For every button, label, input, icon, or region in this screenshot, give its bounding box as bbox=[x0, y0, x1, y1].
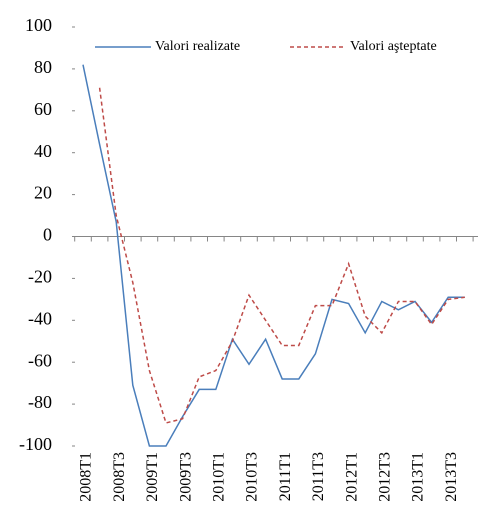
legend-label: Valori realizate bbox=[155, 39, 240, 54]
x-tick-label: 2008T3 bbox=[111, 452, 128, 502]
x-tick-label: 2009T1 bbox=[144, 452, 161, 502]
series-line bbox=[98, 87, 465, 424]
y-tick-label: 20 bbox=[34, 183, 52, 203]
y-tick-label: 100 bbox=[25, 15, 52, 35]
x-tick-label: 2012T3 bbox=[376, 452, 393, 502]
series-line bbox=[82, 64, 465, 447]
x-tick-label: 2010T1 bbox=[210, 452, 227, 502]
y-tick-label: -40 bbox=[28, 308, 52, 328]
y-tick-label: 0 bbox=[43, 225, 52, 245]
y-tick-label: -20 bbox=[28, 267, 52, 287]
x-tick-label: 2008T1 bbox=[78, 452, 95, 502]
x-tick-label: 2013T3 bbox=[443, 452, 460, 502]
y-tick-label: -100 bbox=[19, 434, 52, 454]
y-tick-label: 60 bbox=[34, 99, 52, 119]
x-tick-label: 2010T3 bbox=[244, 452, 261, 502]
y-tick-label: -60 bbox=[28, 350, 52, 370]
x-tick-label: 2012T1 bbox=[343, 452, 360, 502]
y-tick-label: 40 bbox=[34, 141, 52, 161]
x-tick-label: 2011T1 bbox=[277, 452, 294, 501]
legend-label: Valori aşteptate bbox=[350, 39, 437, 54]
y-tick-label: -80 bbox=[28, 392, 52, 412]
x-tick-label: 2013T1 bbox=[410, 452, 427, 502]
x-tick-label: 2011T3 bbox=[310, 452, 327, 501]
y-tick-label: 80 bbox=[34, 57, 52, 77]
x-tick-label: 2009T3 bbox=[177, 452, 194, 502]
